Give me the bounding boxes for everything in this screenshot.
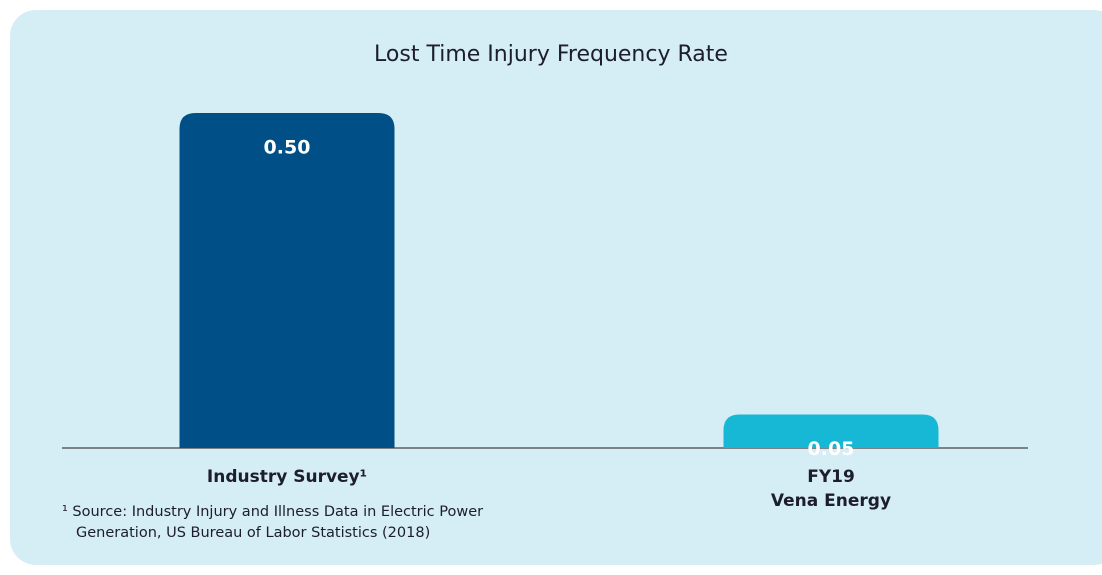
x-tick-label: FY19 Vena Energy (771, 467, 891, 511)
footnote: Generation, US Bureau of Labor Statistic… (76, 525, 430, 541)
x-tick-line: Vena Energy (771, 491, 891, 511)
value-label: 0.50 (264, 137, 311, 159)
panel (10, 10, 1102, 565)
x-tick-label: Industry Survey¹ (207, 467, 367, 487)
bar (723, 414, 939, 448)
value-label: 0.05 (808, 438, 855, 460)
bar (179, 113, 395, 448)
chart-title: Lost Time Injury Frequency Rate (374, 42, 728, 67)
x-tick-line: FY19 (807, 467, 855, 487)
footnote: ¹ Source: Industry Injury and Illness Da… (62, 504, 483, 520)
